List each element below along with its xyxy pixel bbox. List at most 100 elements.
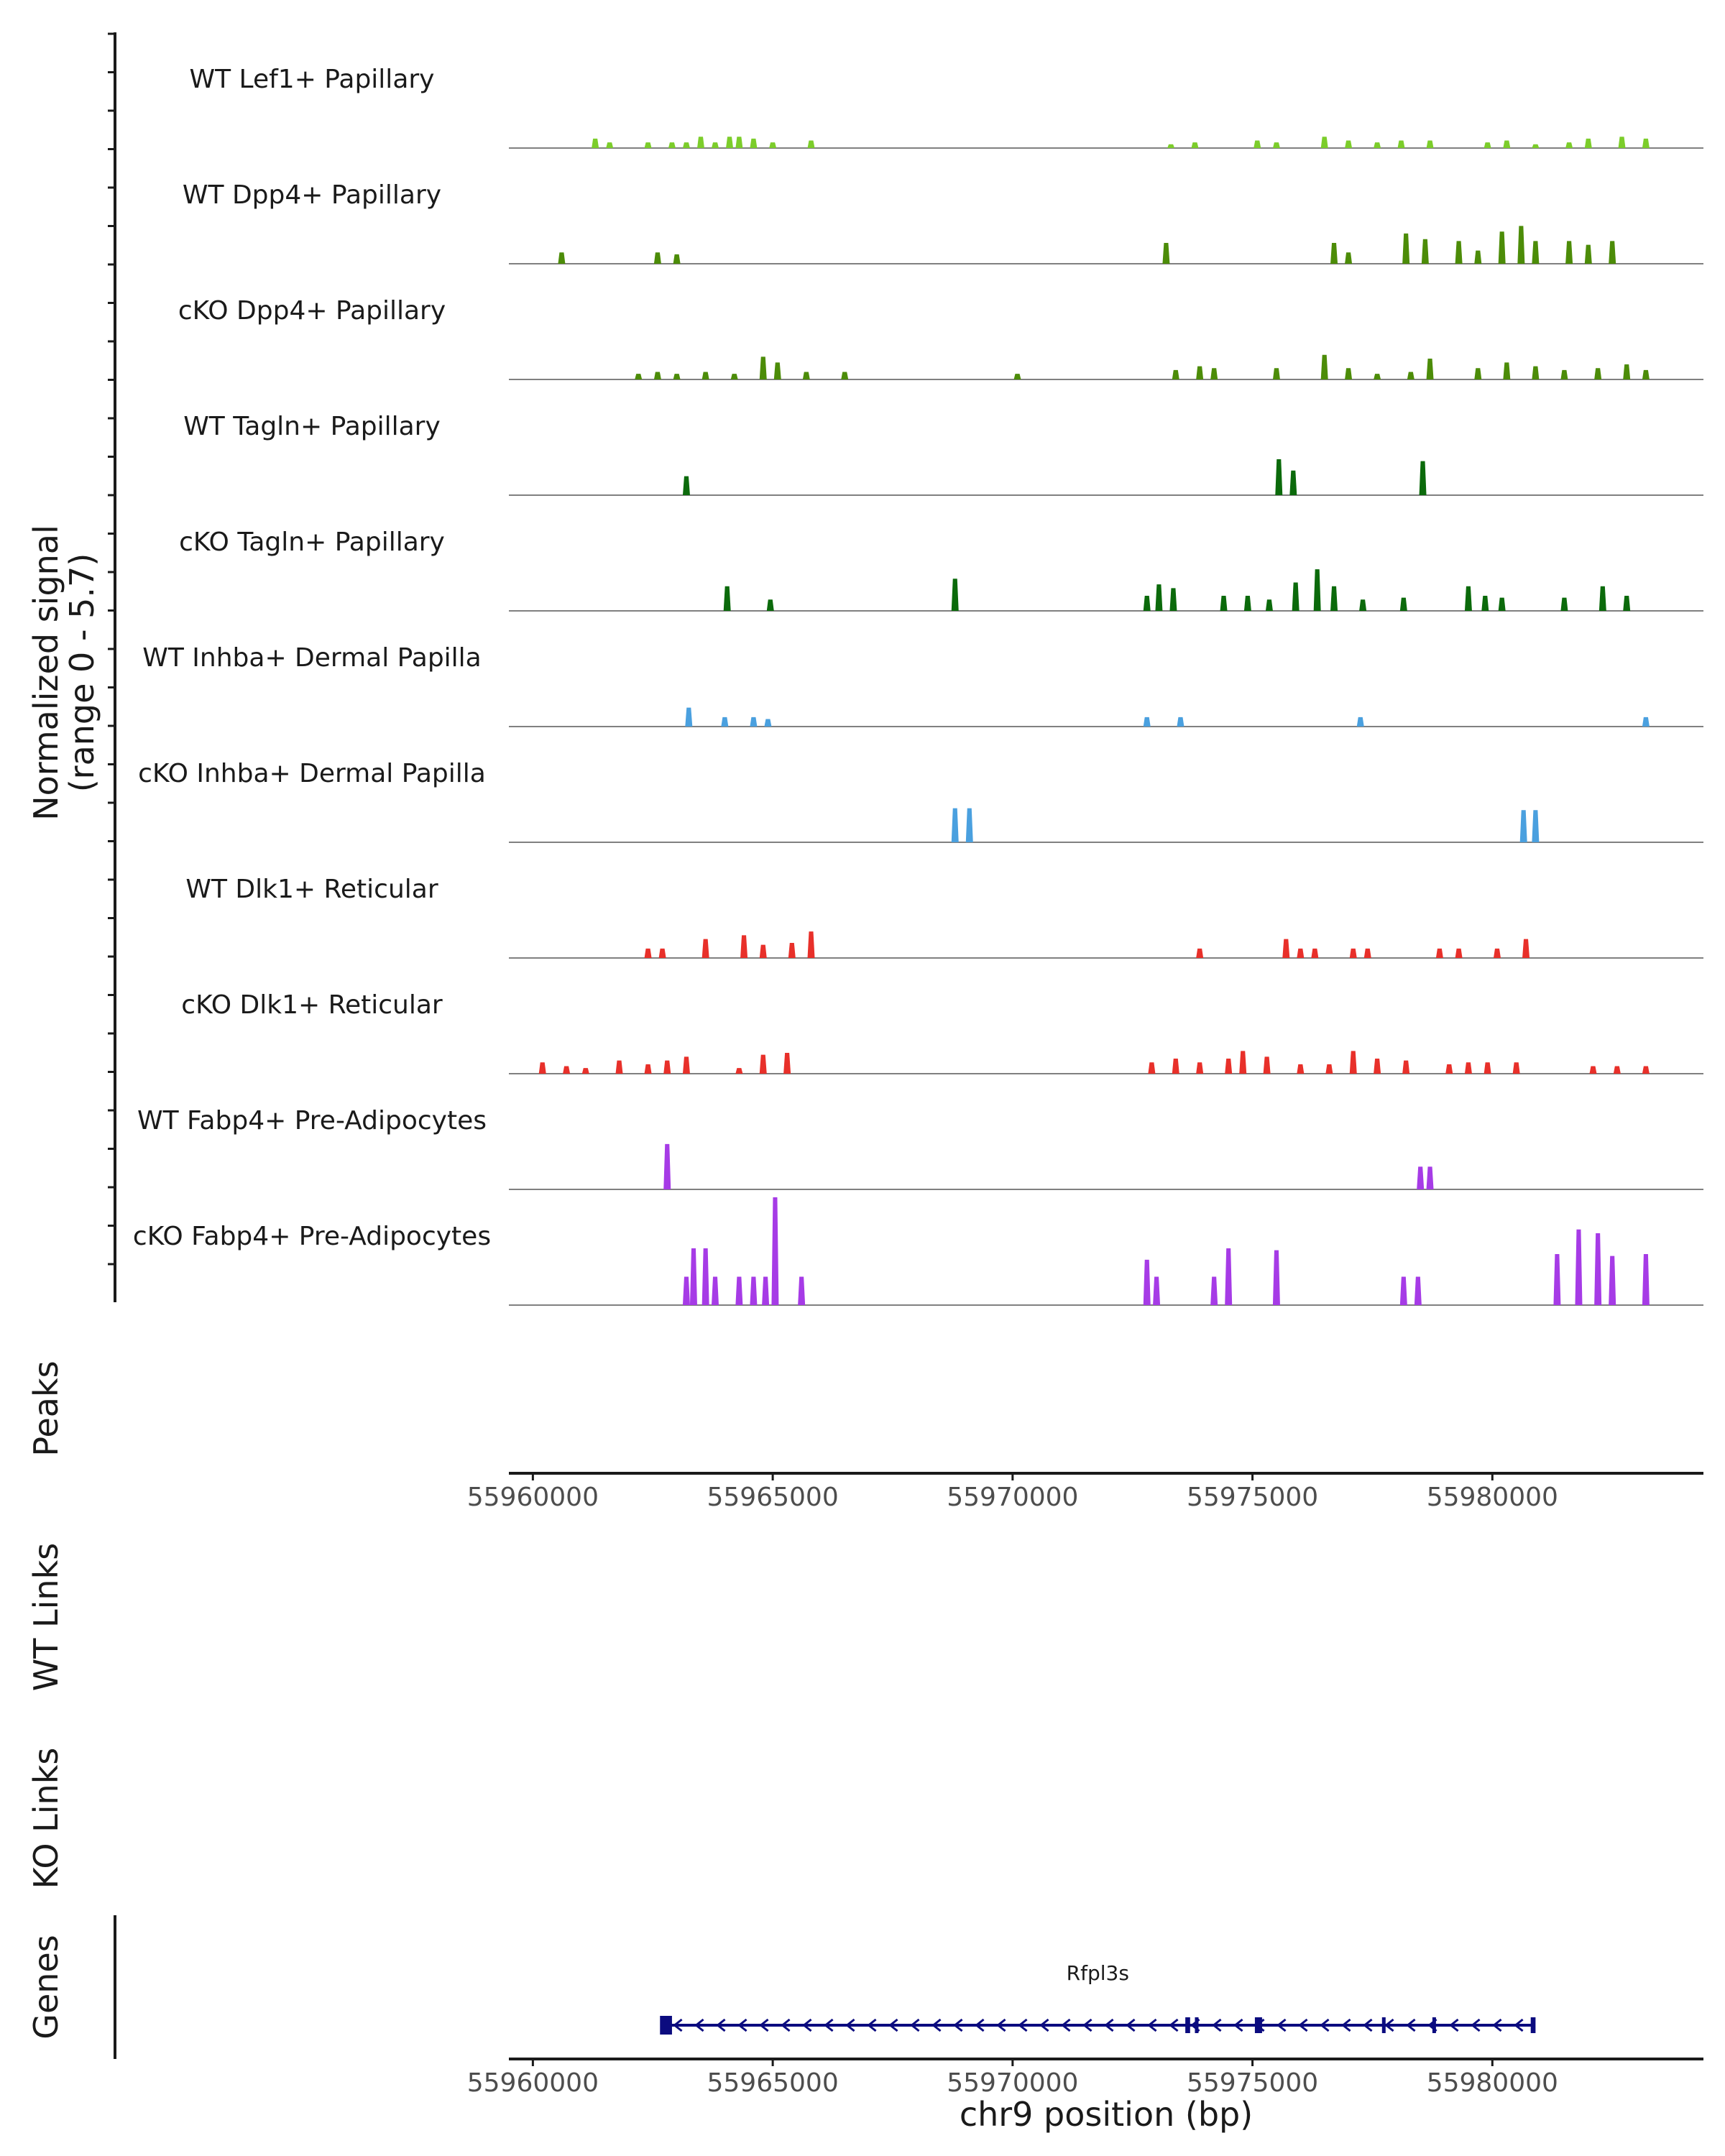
signal-peak xyxy=(1210,1276,1218,1305)
signal-peak xyxy=(1272,1250,1280,1305)
signal-peak xyxy=(1609,1256,1616,1305)
signal-peak xyxy=(1363,948,1371,958)
signal-peak xyxy=(1594,368,1602,379)
x-tick-label: 55970000 xyxy=(947,2068,1078,2098)
signal-peak xyxy=(702,939,709,958)
strand-arrow xyxy=(1384,2018,1394,2032)
x-tick-label: 55975000 xyxy=(1187,1483,1318,1512)
signal-peak xyxy=(1399,597,1407,611)
signal-peak xyxy=(1421,239,1429,264)
signal-peak xyxy=(1481,595,1489,611)
x-tick-label: 55980000 xyxy=(1427,1483,1558,1512)
signal-peak xyxy=(1414,1276,1422,1305)
signal-peak xyxy=(702,1248,709,1305)
signal-peak xyxy=(1349,1051,1357,1074)
peaks-panel-label: Peaks xyxy=(27,1360,65,1456)
signal-peak xyxy=(1642,138,1650,148)
signal-peak xyxy=(1153,1276,1161,1305)
gene-track: Rfpl3s xyxy=(660,1961,1536,2035)
signal-peak xyxy=(1435,948,1443,958)
signal-peak xyxy=(1196,948,1204,958)
signal-peak xyxy=(1613,1066,1621,1074)
signal-peak xyxy=(1503,362,1511,379)
signal-peak xyxy=(1407,372,1414,379)
signal-peak xyxy=(802,372,810,379)
signal-peak xyxy=(750,138,758,148)
signal-peak xyxy=(759,356,767,379)
signal-peak xyxy=(1155,584,1163,611)
signal-peak xyxy=(1532,366,1540,379)
signal-peak xyxy=(965,808,973,842)
signal-peak xyxy=(1532,241,1540,264)
signal-peak xyxy=(1642,717,1650,727)
x-tick-label: 55965000 xyxy=(707,1483,838,1512)
signal-peak xyxy=(696,137,704,148)
signal-peak xyxy=(1503,140,1511,148)
strand-arrow xyxy=(781,2018,791,2032)
signal-peak xyxy=(1498,597,1506,611)
strand-arrow xyxy=(1492,2018,1502,2032)
signal-peak xyxy=(1512,1062,1520,1074)
x-tick-label: 55960000 xyxy=(467,1483,599,1512)
track-3: WT Tagln+ Papillary xyxy=(183,412,1703,496)
genes-panel-label: Genes xyxy=(27,1935,65,2039)
gene-exon xyxy=(1254,2017,1262,2033)
signal-peak xyxy=(1191,142,1199,148)
signal-peak xyxy=(563,1066,571,1074)
signal-peak xyxy=(1589,1066,1597,1074)
signal-peak xyxy=(951,808,959,842)
signal-peak xyxy=(1265,599,1273,611)
strand-arrow xyxy=(737,2018,748,2032)
signal-peak xyxy=(769,142,777,148)
signal-peak xyxy=(1402,233,1410,264)
signal-peak xyxy=(773,362,781,379)
signal-peak xyxy=(1484,1062,1491,1074)
signal-peak xyxy=(1254,140,1261,148)
track-0: WT Lef1+ Papillary xyxy=(190,65,1703,149)
track-label: cKO Tagln+ Papillary xyxy=(179,528,445,557)
strand-arrow xyxy=(694,2018,704,2032)
gene-exon xyxy=(1530,2017,1536,2033)
signal-peak xyxy=(1426,1166,1434,1189)
signal-peak xyxy=(1172,1058,1179,1074)
signal-peak xyxy=(951,579,959,611)
signal-peak xyxy=(1598,586,1606,611)
signal-peak xyxy=(721,717,729,727)
track-10: cKO Fabp4+ Pre-Adipocytes xyxy=(133,1197,1703,1306)
signal-peak xyxy=(1148,1062,1156,1074)
signal-peak xyxy=(644,1064,652,1074)
strand-arrow xyxy=(996,2018,1006,2032)
signal-peak xyxy=(1426,140,1434,148)
x-tick-label: 55975000 xyxy=(1187,2068,1318,2098)
x-tick-label: 55970000 xyxy=(947,1483,1078,1512)
signal-peak xyxy=(712,142,719,148)
x-tick-label: 55965000 xyxy=(707,2068,838,2098)
signal-peak xyxy=(1419,461,1427,495)
signal-peak xyxy=(558,252,566,264)
signal-peak xyxy=(1359,599,1367,611)
signal-peak xyxy=(764,719,772,727)
signal-tracks: WT Lef1+ Papillary WT Dpp4+ Papillary cKO … xyxy=(133,65,1703,1306)
track-2: cKO Dpp4+ Papillary xyxy=(178,296,1703,380)
signal-peak xyxy=(1623,595,1631,611)
peaks-x-axis-ticks: 55960000 55965000 55970000 55975000 55980000 xyxy=(467,1473,1558,1512)
signal-peak xyxy=(750,717,758,727)
strand-arrow xyxy=(1341,2018,1351,2032)
signal-peak xyxy=(1311,948,1319,958)
signal-peak xyxy=(807,931,815,958)
strand-arrow xyxy=(1471,2018,1481,2032)
signal-peak xyxy=(1177,717,1184,727)
signal-peak xyxy=(1445,1064,1453,1074)
strand-arrow xyxy=(845,2018,855,2032)
strand-arrow xyxy=(1233,2018,1243,2032)
signal-peak xyxy=(1297,948,1305,958)
signal-peak xyxy=(1143,1259,1151,1305)
signal-peak xyxy=(1013,374,1021,379)
track-7: WT Dlk1+ Reticular xyxy=(185,875,1703,959)
signal-peak xyxy=(726,137,734,148)
gene-name-label: Rfpl3s xyxy=(1067,1961,1129,1985)
signal-peak xyxy=(682,476,690,495)
strand-arrow xyxy=(673,2018,683,2032)
strand-arrow xyxy=(1082,2018,1092,2032)
